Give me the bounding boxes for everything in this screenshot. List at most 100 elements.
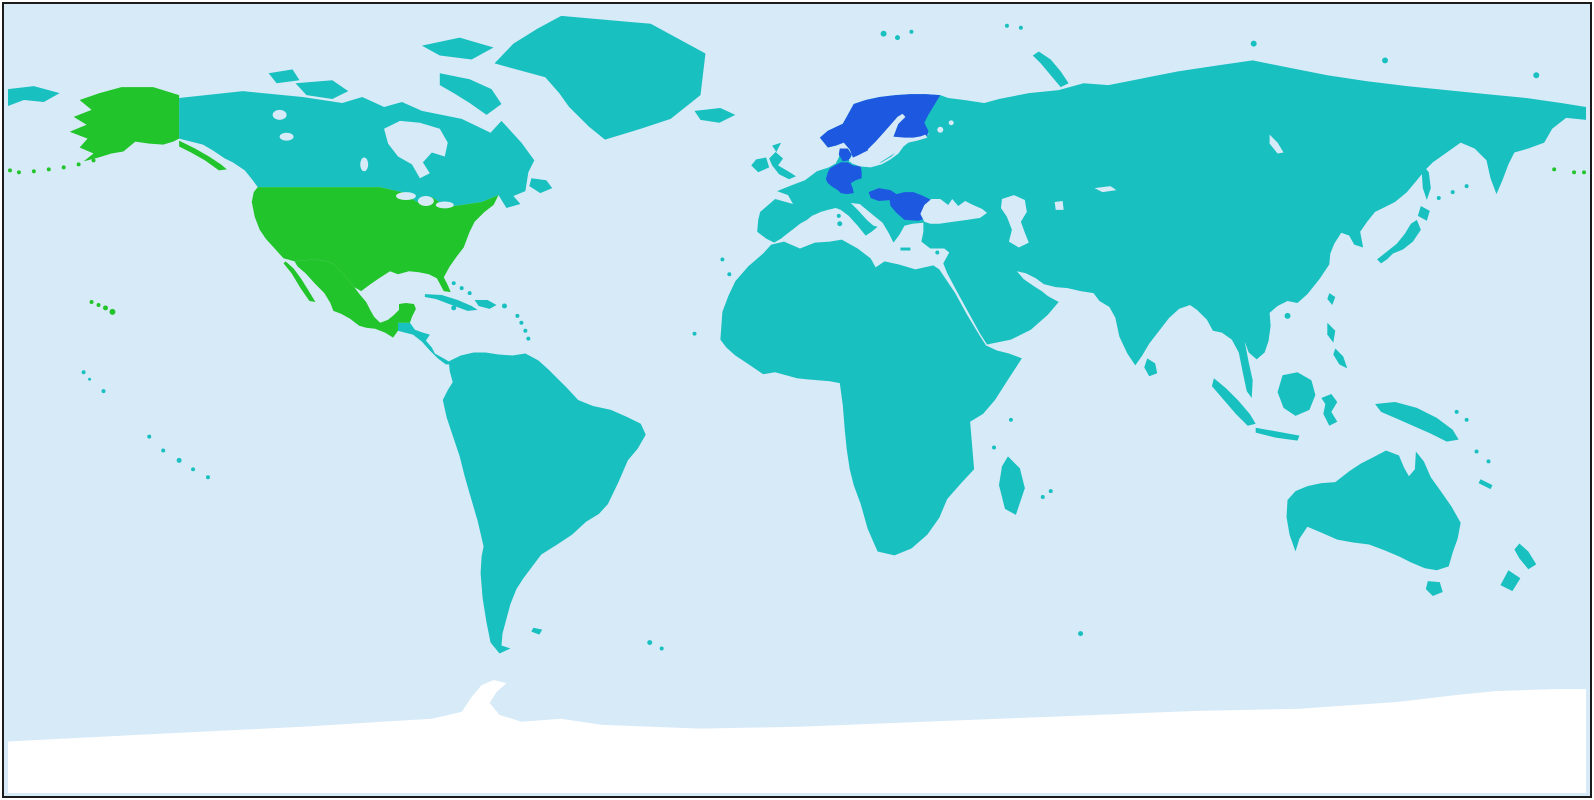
landmass-bahamas-2 — [459, 286, 464, 291]
landmass-cyprus — [935, 250, 940, 255]
landmass-kiribati — [101, 389, 106, 394]
landmass-svalbard-1 — [880, 30, 887, 37]
landmass-canada — [179, 91, 535, 208]
landmass-cuba — [424, 294, 478, 311]
landmass-crete — [900, 247, 911, 251]
sea-aral — [1054, 201, 1064, 210]
landmass-australia — [1286, 450, 1461, 571]
lake-ladoga — [937, 126, 944, 133]
landmass-antilles-4 — [526, 336, 531, 341]
lake-great-slave — [279, 132, 294, 141]
landmass-falklands — [531, 627, 543, 635]
hawaii-4 — [109, 308, 116, 315]
lake-winnipeg — [360, 157, 369, 172]
landmass-cape-verde — [692, 331, 697, 336]
aleutian-1 — [91, 158, 96, 163]
lake-balkhash — [1094, 186, 1117, 193]
world-map — [4, 4, 1590, 796]
landmass-solomons-2 — [1464, 417, 1469, 422]
sea-gulf-of-bothnia — [867, 113, 906, 155]
landmass-vanuatu-2 — [1486, 459, 1491, 464]
country-hungary — [868, 188, 897, 202]
landmass-sulawesi — [1321, 394, 1338, 426]
hawaii-2 — [96, 302, 101, 307]
landmass-banks-island — [268, 69, 300, 84]
lake-superior — [396, 192, 416, 201]
aleutian-4 — [46, 167, 51, 172]
landmass-south-georgia — [647, 640, 653, 646]
landmass-south-sandwich — [659, 646, 664, 651]
landmass-greenland — [494, 15, 706, 140]
landmass-central-america — [398, 322, 454, 365]
landmass-comoros — [992, 445, 996, 450]
landmass-new-siberian — [1382, 57, 1389, 64]
sea-baltic — [848, 134, 928, 168]
landmass-hispaniola — [474, 300, 497, 309]
landmass-ireland — [751, 157, 770, 173]
landmass-kuril-2 — [1450, 190, 1455, 195]
landmass-canary-1 — [720, 257, 725, 262]
landmass-polynesia — [205, 475, 210, 480]
country-scandinavia-finland — [819, 94, 941, 160]
landmass-new-guinea — [1375, 401, 1459, 442]
landmass-hokkaido — [1417, 205, 1430, 221]
landmass-hainan — [1284, 312, 1291, 319]
country-denmark — [838, 148, 852, 162]
landmass-canary-2 — [727, 272, 732, 277]
country-mexico-baja — [283, 261, 316, 302]
country-alaska — [69, 87, 180, 162]
landmass-south-america — [442, 352, 646, 654]
lake-baikal — [1269, 134, 1284, 154]
country-alaska-panhandle — [179, 140, 227, 171]
landmass-antilles-2 — [519, 320, 524, 325]
landmass-jamaica — [451, 305, 457, 311]
highlight-green-group — [7, 87, 1587, 338]
aleutian-west-1 — [1552, 167, 1557, 172]
landmass-java — [1255, 427, 1300, 441]
landmass-severnaya — [1250, 40, 1257, 47]
landmass-svalbard-2 — [895, 35, 900, 41]
landmass-new-caledonia — [1478, 479, 1493, 490]
landmass-svalbard-3 — [909, 29, 914, 34]
landmass-taiwan — [1327, 293, 1336, 305]
landmass-tonga — [161, 448, 166, 453]
landmass-nz-south — [1500, 570, 1521, 592]
hawaii-3 — [103, 305, 108, 311]
landmass-chukotka-west-edge — [7, 86, 60, 106]
sea-black-sea — [920, 199, 988, 224]
landmass-reunion — [1040, 495, 1045, 499]
landmass-kuril-1 — [1436, 196, 1441, 201]
landmass-solomons-1 — [1454, 409, 1459, 414]
landmass-bahamas-3 — [467, 291, 472, 296]
landmass-newfoundland — [529, 178, 553, 194]
landmass-fiji-1 — [176, 457, 182, 463]
landmass-kuril-3 — [1464, 184, 1469, 189]
landmass-puerto-rico — [501, 303, 507, 309]
landmasses-default — [7, 15, 1587, 654]
landmass-ellesmere — [421, 37, 494, 60]
landmass-franz-josef-1 — [1004, 23, 1009, 28]
country-germany — [825, 162, 862, 195]
landmass-philippines-mindanao — [1333, 348, 1348, 369]
country-mexico — [294, 259, 416, 338]
landmass-corsica — [836, 213, 841, 218]
landmass-victoria-island — [295, 80, 349, 100]
landmass-africa — [720, 239, 1022, 556]
landmass-sardinia — [837, 221, 843, 227]
landmass-sakhalin — [1421, 166, 1431, 201]
landmass-fiji-2 — [191, 467, 196, 472]
landmass-philippines-luzon — [1327, 322, 1336, 343]
aleutian-6 — [16, 170, 21, 175]
landmass-antilles-1 — [515, 313, 520, 318]
country-usa-conus — [251, 187, 499, 293]
aleutian-west-2 — [1572, 170, 1577, 175]
landmass-wrangel — [1533, 72, 1540, 79]
aleutian-5 — [31, 169, 36, 174]
landmass-great-britain — [769, 142, 797, 180]
aleutian-2 — [76, 162, 81, 167]
landmass-eurasia — [757, 60, 1587, 399]
landmass-seychelles — [1008, 417, 1013, 422]
landmass-mauritius — [1048, 489, 1053, 494]
landmass-samoa — [147, 434, 152, 439]
